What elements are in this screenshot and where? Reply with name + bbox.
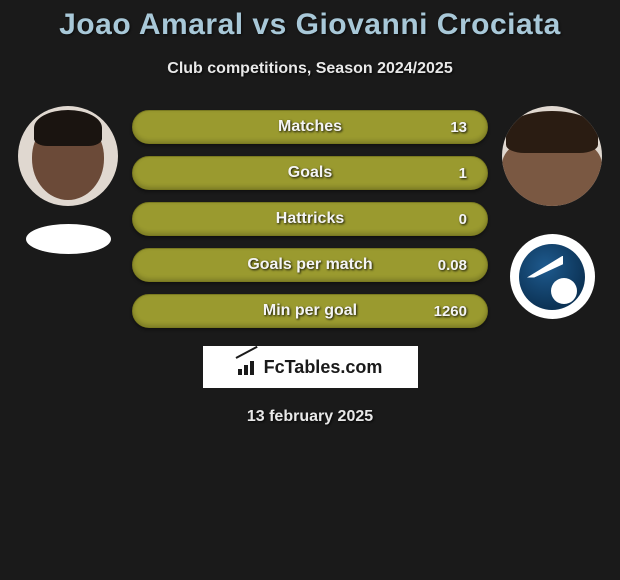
stat-label: Goals per match [247, 256, 372, 274]
stat-label: Min per goal [263, 302, 357, 320]
brand-watermark: FcTables.com [203, 346, 418, 388]
comparison-row: Matches 13 Goals 1 Hattricks 0 Goals per… [0, 106, 620, 328]
left-team-badge [26, 224, 111, 254]
chart-icon [238, 359, 262, 375]
stat-right-value: 1260 [434, 303, 467, 320]
avatar-hair-shape [34, 110, 102, 146]
avatar-face-shape [502, 137, 602, 206]
stat-right-value: 1 [439, 165, 467, 182]
left-player-avatar [18, 106, 118, 206]
badge-crest [519, 244, 585, 310]
stat-row-min-per-goal: Min per goal 1260 [132, 294, 488, 328]
date-text: 13 february 2025 [0, 408, 620, 426]
stat-row-goals: Goals 1 [132, 156, 488, 190]
stat-label: Hattricks [276, 210, 344, 228]
subtitle: Club competitions, Season 2024/2025 [0, 60, 620, 78]
stat-row-hattricks: Hattricks 0 [132, 202, 488, 236]
avatar-face-shape [32, 118, 104, 200]
stat-label: Matches [278, 118, 342, 136]
brand-text: FcTables.com [264, 357, 383, 378]
stat-row-matches: Matches 13 [132, 110, 488, 144]
page-title: Joao Amaral vs Giovanni Crociata [0, 0, 620, 42]
badge-wing-shape [527, 256, 563, 278]
stat-label: Goals [288, 164, 332, 182]
right-player-column [492, 106, 612, 319]
stats-column: Matches 13 Goals 1 Hattricks 0 Goals per… [128, 110, 492, 328]
badge-ball-shape [551, 278, 577, 304]
stat-row-goals-per-match: Goals per match 0.08 [132, 248, 488, 282]
stat-right-value: 13 [439, 119, 467, 136]
avatar-hair-shape [506, 111, 598, 153]
right-player-avatar [502, 106, 602, 206]
stat-right-value: 0.08 [438, 257, 467, 274]
stat-right-value: 0 [439, 211, 467, 228]
right-team-badge [510, 234, 595, 319]
left-player-column [8, 106, 128, 254]
